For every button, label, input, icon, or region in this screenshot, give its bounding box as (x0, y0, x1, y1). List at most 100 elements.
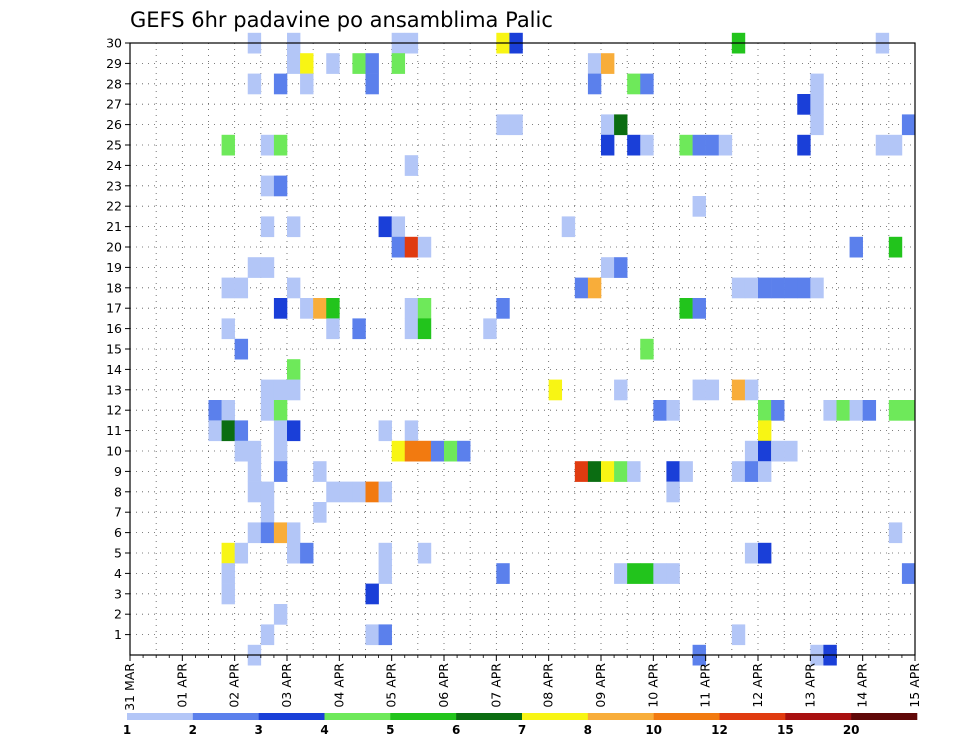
heatmap-cell (417, 298, 432, 319)
colorbar-segment (127, 713, 194, 720)
heatmap-cell (758, 461, 772, 482)
heatmap-cell (326, 318, 340, 340)
y-tick-label: 6 (114, 525, 122, 540)
colorbar-segment (390, 713, 457, 720)
heatmap-cell (208, 420, 222, 442)
heatmap-cell (587, 53, 602, 74)
heatmap-cell (705, 379, 720, 401)
colorbar-segment (522, 713, 589, 720)
heatmap-cell (574, 461, 589, 482)
heatmap-cell (888, 236, 903, 258)
heatmap-cell (614, 114, 628, 136)
y-tick-label: 4 (114, 566, 122, 581)
heatmap-cell (273, 400, 288, 421)
heatmap-cell (326, 298, 340, 319)
heatmap-cell (208, 400, 222, 421)
heatmap-cell (273, 175, 288, 197)
heatmap-cell (404, 155, 419, 176)
y-tick-label: 3 (114, 586, 122, 601)
heatmap-cell (810, 73, 824, 95)
x-tick-label: 11 APR (698, 663, 713, 708)
heatmap-cell (444, 440, 458, 462)
heatmap-cell (758, 542, 772, 564)
heatmap-cell (823, 400, 837, 421)
heatmap-cell (640, 73, 654, 95)
heatmap-cell (260, 175, 275, 197)
x-tick-label: 31 MAR (122, 663, 137, 711)
heatmap-cell (273, 604, 288, 625)
y-tick-label: 18 (106, 280, 122, 295)
heatmap-cell (378, 216, 392, 238)
heatmap-cell (313, 298, 327, 319)
y-tick-label: 15 (106, 342, 122, 357)
heatmap-cell (797, 277, 811, 299)
heatmap-cell (300, 53, 314, 74)
heatmap-cell (771, 440, 785, 462)
heatmap-cell (417, 440, 432, 462)
colorbar-label: 3 (254, 723, 262, 737)
heatmap-cell (404, 236, 419, 258)
heatmap-cell (640, 338, 654, 360)
heatmap-cell (234, 277, 249, 299)
heatmap-cell (797, 134, 811, 156)
heatmap-cell (404, 440, 419, 462)
heatmap-cell (221, 134, 235, 156)
heatmap-cell (587, 461, 602, 482)
heatmap-cell (391, 440, 406, 462)
x-tick-label: 02 APR (227, 663, 242, 708)
heatmap-cell (273, 379, 288, 401)
heatmap-cell (352, 53, 366, 74)
heatmap-cell (273, 420, 288, 442)
heatmap-cell (692, 298, 706, 319)
x-tick-label: 14 APR (855, 663, 870, 708)
heatmap-cell (509, 114, 523, 136)
heatmap-cell (836, 400, 850, 421)
heatmap-cell (548, 379, 563, 401)
y-tick-label: 29 (106, 56, 122, 71)
heatmap-cell (587, 73, 602, 95)
x-tick-label: 03 APR (279, 663, 294, 708)
heatmap-cell (901, 563, 916, 584)
colorbar-segment (258, 713, 325, 720)
y-tick-label: 26 (106, 117, 122, 132)
heatmap-cell (273, 73, 288, 95)
heatmap-cell (287, 277, 301, 299)
heatmap-cell (391, 216, 406, 238)
heatmap-cell (718, 134, 733, 156)
heatmap-cell (339, 481, 353, 503)
heatmap-cell (614, 257, 628, 278)
heatmap-cell (666, 481, 680, 503)
heatmap-cell (404, 318, 419, 340)
x-tick-label: 05 APR (384, 663, 399, 708)
heatmap-cell (666, 400, 680, 421)
y-tick-label: 19 (106, 260, 122, 275)
heatmap-cell (365, 624, 379, 646)
heatmap-cell (744, 277, 759, 299)
heatmap-cell (666, 563, 680, 584)
colorbar-label: 12 (711, 723, 728, 737)
heatmap-cell (287, 542, 301, 564)
heatmap-cell (627, 73, 641, 95)
heatmap-cell (627, 563, 641, 584)
heatmap-cell (378, 481, 392, 503)
heatmap-cell (666, 461, 680, 482)
heatmap-cell (391, 236, 406, 258)
heatmap-cell (849, 236, 863, 258)
heatmap-cell (862, 400, 877, 421)
heatmap-cell (653, 563, 667, 584)
colorbar-label: 8 (584, 723, 592, 737)
x-tick-label: 04 APR (331, 663, 346, 708)
heatmap-cell (784, 440, 798, 462)
heatmap-cell (247, 461, 262, 482)
y-tick-label: 9 (114, 464, 122, 479)
heatmap-cell (849, 400, 863, 421)
heatmap-cell (365, 73, 379, 95)
heatmap-cell (901, 400, 916, 421)
colorbar-segment (456, 713, 523, 720)
colorbar-segment (192, 713, 259, 720)
heatmap-cell (784, 277, 798, 299)
x-tick-label: 15 APR (907, 663, 922, 708)
heatmap-cell (417, 542, 432, 564)
y-tick-label: 12 (106, 403, 122, 418)
